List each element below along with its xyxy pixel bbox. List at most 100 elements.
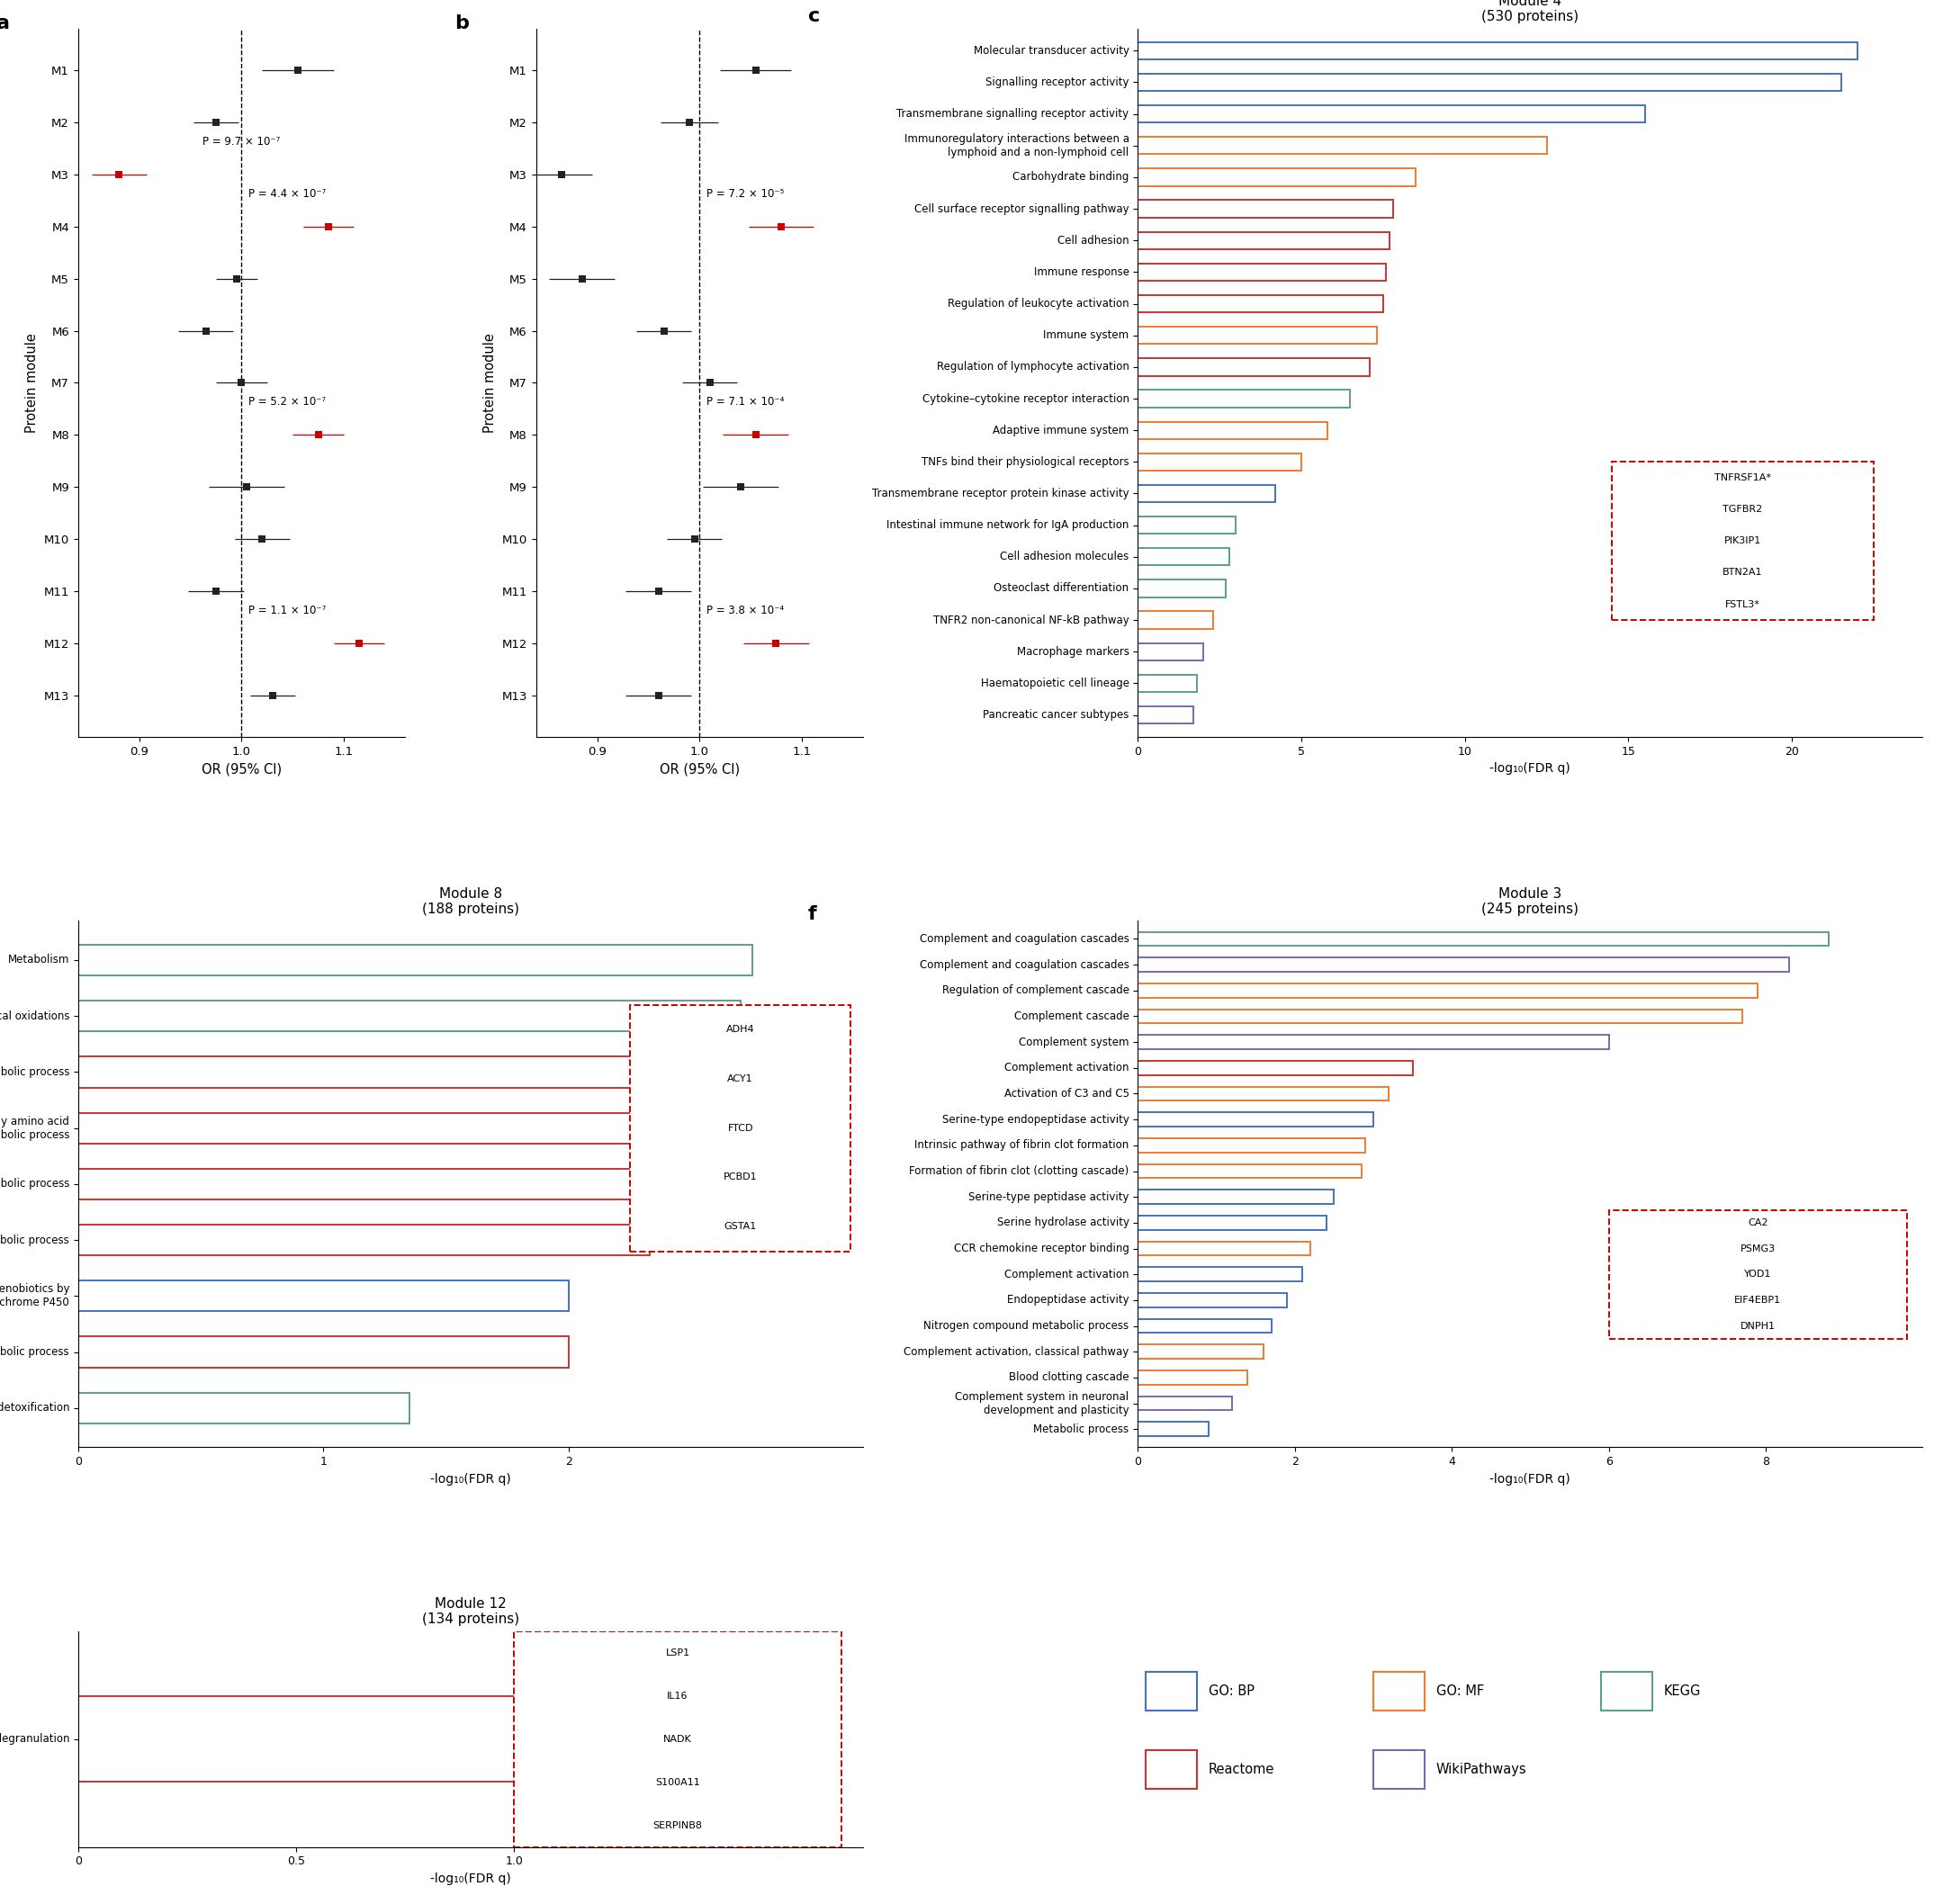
Bar: [78, 1002, 740, 1032]
Text: P = 5.2 × 10⁻⁷: P = 5.2 × 10⁻⁷: [248, 396, 326, 407]
Text: a: a: [0, 15, 10, 32]
Bar: [78, 1057, 668, 1087]
Text: c: c: [808, 8, 820, 25]
Bar: [1374, 1672, 1425, 1712]
Bar: [78, 1337, 568, 1367]
Bar: [1138, 1293, 1286, 1308]
Bar: [1138, 1215, 1325, 1230]
Bar: [1138, 516, 1236, 533]
X-axis label: OR (95% CI): OR (95% CI): [660, 762, 740, 777]
Bar: [78, 1281, 568, 1312]
Title: Module 3
(245 proteins): Module 3 (245 proteins): [1482, 887, 1579, 916]
Text: GSTA1: GSTA1: [724, 1222, 757, 1232]
Text: b: b: [455, 15, 468, 32]
FancyBboxPatch shape: [1612, 463, 1874, 621]
Text: PCBD1: PCBD1: [724, 1173, 757, 1182]
Text: S100A11: S100A11: [656, 1778, 701, 1786]
Bar: [1138, 1061, 1413, 1076]
Text: PSMG3: PSMG3: [1741, 1243, 1776, 1253]
Bar: [1138, 579, 1226, 598]
Bar: [1138, 1009, 1743, 1024]
FancyBboxPatch shape: [513, 1632, 841, 1847]
Text: P = 9.7 × 10⁻⁷: P = 9.7 × 10⁻⁷: [203, 135, 279, 147]
X-axis label: -log₁₀(FDR q): -log₁₀(FDR q): [429, 1872, 511, 1885]
Bar: [1138, 263, 1386, 280]
Bar: [1138, 611, 1212, 628]
Text: LSP1: LSP1: [666, 1649, 689, 1656]
Bar: [1146, 1750, 1197, 1788]
Bar: [78, 1169, 654, 1200]
Text: P = 4.4 × 10⁻⁷: P = 4.4 × 10⁻⁷: [248, 188, 326, 200]
Bar: [1146, 1672, 1197, 1712]
Text: GO: BP: GO: BP: [1208, 1685, 1255, 1698]
Bar: [78, 1224, 650, 1255]
Text: P = 7.1 × 10⁻⁴: P = 7.1 × 10⁻⁴: [707, 396, 785, 407]
Text: P = 3.8 × 10⁻⁴: P = 3.8 × 10⁻⁴: [707, 605, 783, 617]
Bar: [78, 1392, 410, 1424]
Bar: [1138, 421, 1327, 440]
Bar: [1138, 674, 1197, 691]
Text: PIK3IP1: PIK3IP1: [1724, 537, 1761, 545]
Text: YOD1: YOD1: [1745, 1270, 1772, 1279]
Y-axis label: Protein module: Protein module: [484, 333, 496, 432]
Title: Module 8
(188 proteins): Module 8 (188 proteins): [422, 887, 519, 916]
FancyBboxPatch shape: [630, 1005, 851, 1251]
Text: SERPINB8: SERPINB8: [654, 1820, 703, 1830]
FancyBboxPatch shape: [1608, 1209, 1907, 1339]
Text: NADK: NADK: [664, 1735, 691, 1744]
Bar: [1138, 1163, 1361, 1179]
Bar: [1138, 200, 1394, 217]
Text: DNPH1: DNPH1: [1741, 1321, 1776, 1331]
Bar: [1138, 1139, 1364, 1152]
Bar: [1138, 327, 1376, 345]
Text: EIF4EBP1: EIF4EBP1: [1735, 1295, 1782, 1304]
Title: Module 12
(134 proteins): Module 12 (134 proteins): [422, 1597, 519, 1626]
X-axis label: -log₁₀(FDR q): -log₁₀(FDR q): [1489, 1472, 1571, 1485]
Bar: [1374, 1750, 1425, 1788]
Bar: [1138, 232, 1390, 249]
Bar: [1138, 1319, 1271, 1333]
Bar: [1138, 1087, 1390, 1101]
Bar: [1138, 1241, 1310, 1255]
Bar: [1138, 390, 1351, 407]
Text: ADH4: ADH4: [726, 1024, 755, 1034]
Text: ACY1: ACY1: [728, 1074, 753, 1083]
Bar: [1138, 644, 1202, 661]
X-axis label: -log₁₀(FDR q): -log₁₀(FDR q): [1489, 762, 1571, 775]
Text: GO: MF: GO: MF: [1437, 1685, 1484, 1698]
Text: Reactome: Reactome: [1208, 1763, 1275, 1776]
Bar: [1138, 1190, 1333, 1203]
Bar: [1138, 706, 1193, 724]
Text: WikiPathways: WikiPathways: [1437, 1763, 1526, 1776]
Title: Module 4
(530 proteins): Module 4 (530 proteins): [1482, 0, 1579, 23]
Bar: [1138, 958, 1790, 971]
Text: P = 7.2 × 10⁻⁵: P = 7.2 × 10⁻⁵: [707, 188, 785, 200]
Text: TGFBR2: TGFBR2: [1724, 505, 1763, 514]
Text: CA2: CA2: [1747, 1219, 1769, 1228]
Bar: [1138, 1268, 1302, 1281]
Bar: [1138, 295, 1384, 312]
Bar: [78, 1696, 668, 1782]
Bar: [1138, 984, 1759, 998]
Bar: [1138, 74, 1841, 91]
X-axis label: -log₁₀(FDR q): -log₁₀(FDR q): [429, 1472, 511, 1485]
Bar: [1138, 453, 1302, 470]
Bar: [78, 1112, 662, 1144]
Text: FTCD: FTCD: [728, 1123, 753, 1133]
Text: BTN2A1: BTN2A1: [1724, 567, 1763, 577]
Bar: [1138, 42, 1856, 59]
Text: P = 1.1 × 10⁻⁷: P = 1.1 × 10⁻⁷: [248, 605, 326, 617]
Bar: [1138, 1396, 1232, 1411]
Bar: [1138, 1112, 1374, 1127]
Bar: [78, 944, 753, 975]
Text: FSTL3*: FSTL3*: [1726, 600, 1761, 609]
Bar: [1138, 105, 1646, 122]
Bar: [1138, 486, 1275, 503]
Bar: [1601, 1672, 1651, 1712]
Text: TNFRSF1A*: TNFRSF1A*: [1714, 474, 1770, 482]
Y-axis label: Protein module: Protein module: [25, 333, 39, 432]
Bar: [1138, 931, 1829, 946]
Bar: [1138, 358, 1370, 375]
Bar: [1138, 548, 1230, 565]
Text: KEGG: KEGG: [1663, 1685, 1700, 1698]
